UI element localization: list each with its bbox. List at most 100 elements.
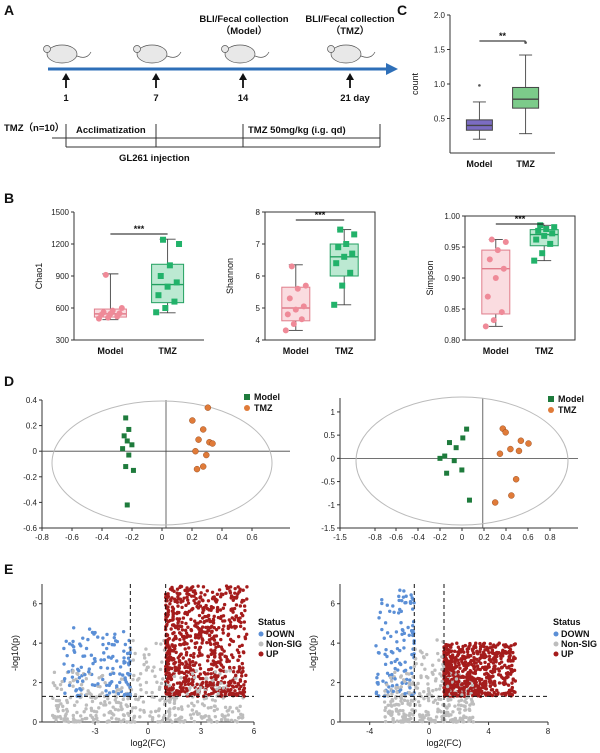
- volcano-point-nonsig: [458, 711, 462, 715]
- volcano-point-nonsig: [176, 717, 180, 721]
- volcano-point-up: [442, 688, 447, 693]
- data-point: [162, 305, 169, 311]
- volcano-point-up: [507, 651, 511, 655]
- volcano-point-nonsig: [398, 695, 403, 699]
- volcano-point-down: [120, 673, 125, 677]
- volcano-point-up: [177, 663, 182, 668]
- volcano-point-nonsig: [467, 708, 472, 713]
- volcano-point-nonsig: [421, 655, 426, 659]
- volcano-point-nonsig: [197, 688, 201, 693]
- volcano-point-up: [245, 632, 249, 637]
- scatter-point-tmz: [525, 440, 532, 447]
- volcano-point-up: [229, 596, 233, 600]
- legend-marker: [258, 651, 264, 657]
- volcano-point-down: [406, 625, 410, 630]
- volcano-point-up: [236, 634, 241, 639]
- volcano-point-up: [190, 608, 194, 612]
- volcano-point-nonsig: [471, 702, 476, 706]
- volcano-point-down: [125, 692, 130, 697]
- volcano-point-up: [497, 641, 501, 645]
- volcano-point-down: [396, 668, 400, 672]
- volcano-point-down: [113, 632, 117, 636]
- volcano-point-up: [459, 675, 463, 679]
- data-point: [341, 253, 348, 260]
- volcano-point-nonsig: [195, 699, 200, 704]
- volcano-point-nonsig: [413, 697, 417, 702]
- y-tick-label: 0: [331, 718, 336, 727]
- volcano-point-up: [169, 597, 173, 601]
- volcano-point-nonsig: [386, 703, 390, 707]
- panel-c-box-chart: 0.5 1.0 1.5 2.0 count Model TMZ **: [410, 11, 555, 169]
- data-point: [486, 256, 493, 263]
- volcano-point-down: [376, 650, 381, 655]
- volcano-point-down: [385, 631, 390, 635]
- volcano-point-up: [240, 674, 244, 678]
- volcano-point-down: [118, 672, 122, 676]
- volcano-point-nonsig: [407, 690, 411, 695]
- x-tick-label: -0.8: [35, 533, 49, 542]
- volcano-point-nonsig: [76, 672, 80, 677]
- volcano-point-down: [71, 639, 75, 644]
- volcano-point-up: [473, 644, 477, 648]
- volcano-point-down: [66, 670, 71, 674]
- volcano-point-up: [495, 650, 499, 655]
- volcano-point-up: [174, 636, 178, 641]
- volcano-point-up: [220, 689, 225, 694]
- volcano-point-nonsig: [191, 712, 196, 716]
- volcano-point-up: [171, 638, 176, 642]
- volcano-point-down: [87, 667, 91, 671]
- volcano-point-nonsig: [427, 720, 432, 724]
- volcano-point-up: [218, 652, 222, 657]
- volcano-point-up: [178, 584, 183, 589]
- volcano-point-nonsig: [437, 687, 442, 691]
- volcano-point-nonsig: [138, 683, 143, 687]
- volcano-point-nonsig: [436, 708, 440, 712]
- legend-model-label: Model: [558, 394, 584, 404]
- volcano-point-down: [385, 603, 389, 607]
- volcano-point-up: [493, 645, 498, 649]
- volcano-point-up: [478, 681, 482, 686]
- mouse-icon: [221, 44, 270, 64]
- volcano-point-up: [464, 665, 468, 669]
- legend-marker: [258, 641, 264, 647]
- volcano-point-up: [170, 666, 174, 671]
- volcano-point-down: [404, 600, 408, 605]
- volcano-point-up: [205, 614, 209, 619]
- volcano-point-up: [209, 682, 213, 686]
- volcano-point-down: [404, 594, 408, 598]
- volcano-point-down: [90, 630, 95, 635]
- volcano-point-nonsig: [84, 703, 89, 707]
- volcano-point-up: [197, 630, 202, 635]
- volcano-point-up: [451, 673, 455, 677]
- volcano-point-up: [219, 668, 223, 673]
- volcano-point-nonsig: [138, 708, 142, 712]
- volcano-point-up: [186, 610, 190, 615]
- volcano-point-up: [238, 624, 243, 629]
- volcano-point-up: [492, 690, 496, 695]
- y-tick-label: 600: [56, 304, 70, 313]
- data-point: [290, 321, 297, 327]
- volcano-point-up: [224, 584, 229, 588]
- volcano-point-up: [174, 692, 179, 696]
- volcano-point-up: [217, 588, 222, 592]
- volcano-point-nonsig: [51, 681, 56, 685]
- volcano-point-up: [173, 644, 177, 648]
- volcano-point-nonsig: [188, 686, 192, 690]
- volcano-point-up: [179, 600, 183, 604]
- volcano-point-down: [407, 633, 411, 638]
- volcano-point-nonsig: [144, 660, 149, 664]
- volcano-point-nonsig: [67, 720, 71, 724]
- volcano-point-up: [505, 665, 509, 670]
- volcano-point-up: [448, 644, 453, 649]
- volcano-point-down: [101, 636, 105, 640]
- volcano-point-nonsig: [442, 718, 447, 722]
- volcano-point-nonsig: [92, 709, 96, 713]
- volcano-point-up: [510, 693, 515, 697]
- legend-label: Non-SIG: [266, 639, 302, 649]
- legend-label: UP: [266, 649, 279, 659]
- volcano-point-up: [195, 604, 199, 609]
- volcano-point-up: [183, 628, 188, 633]
- volcano-point-down: [79, 644, 83, 648]
- y-tick-label: 0.2: [26, 422, 38, 431]
- volcano-point-nonsig: [71, 713, 76, 718]
